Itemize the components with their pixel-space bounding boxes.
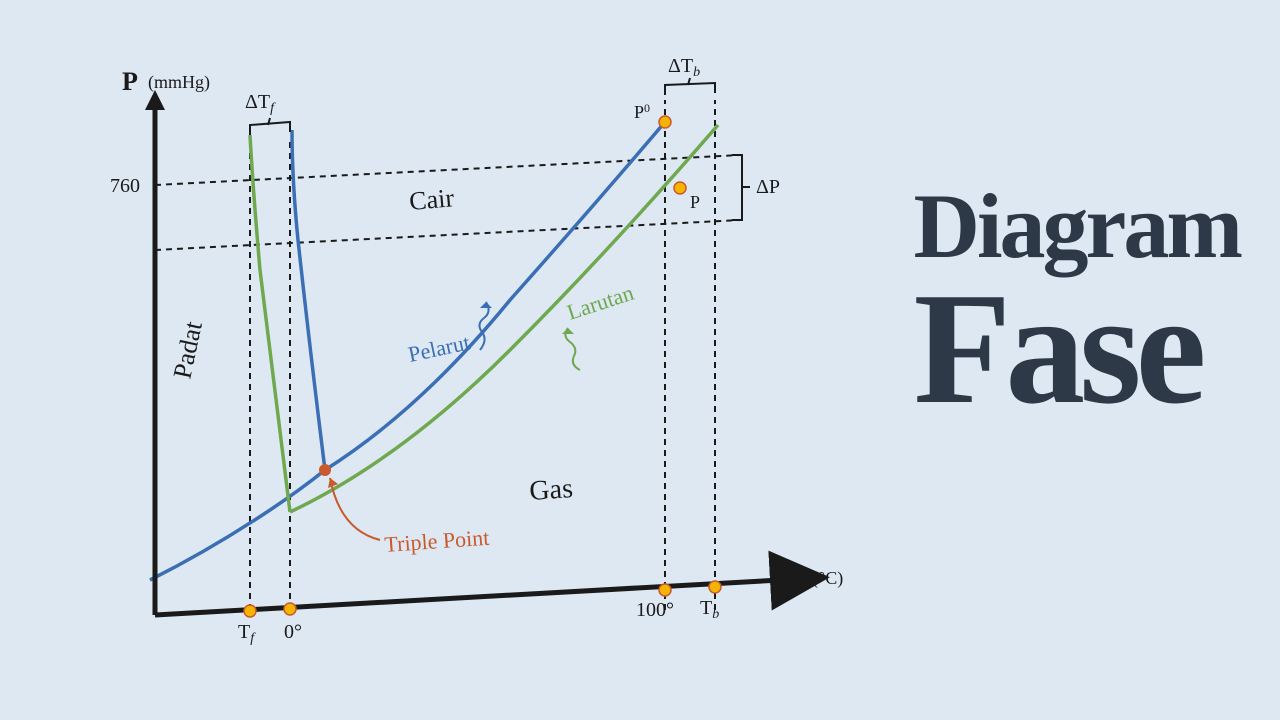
x-axis-label: T	[792, 563, 809, 592]
Tf-point	[244, 605, 256, 617]
region-gas: Gas	[528, 473, 574, 507]
region-solid: Padat	[168, 318, 209, 381]
dP-bracket	[732, 155, 742, 220]
x-tick-Tb: Tb	[700, 597, 719, 622]
P0-point	[659, 116, 671, 128]
dTf-label: ΔTf	[245, 91, 276, 116]
P-label: P	[690, 192, 700, 212]
solution-vapor-curve	[290, 125, 718, 512]
P-point	[674, 182, 686, 194]
solvent-fusion-curve	[292, 130, 325, 470]
Tb-point	[709, 581, 721, 593]
y-axis-unit: (mmHg)	[148, 72, 210, 93]
dTb-bracket	[665, 83, 715, 95]
dTf-bracket	[250, 122, 290, 135]
dP-label: ΔP	[756, 176, 780, 198]
x-axis-unit: (°C)	[812, 568, 843, 589]
y-axis-label: P	[122, 67, 138, 96]
x-tick-100: 100°	[636, 599, 674, 621]
title-line2: Fase	[914, 272, 1240, 424]
phase-diagram: P (mmHg) 760 T (°C) Tf 0° 100° Tb ΔTf ΔT…	[40, 40, 860, 680]
x-tick-0: 0°	[284, 621, 302, 643]
y-axis-arrow	[145, 90, 165, 110]
solvent-sublimation-curve	[150, 470, 325, 580]
dTb-label: ΔTb	[668, 55, 700, 80]
P0-label: P0	[634, 101, 650, 122]
title-block: Diagram Fase	[914, 180, 1240, 424]
dash-lower-line	[155, 220, 740, 250]
zero-point	[284, 603, 296, 615]
region-liquid: Cair	[408, 183, 455, 216]
solvent-label: Pelarut	[406, 329, 472, 366]
x-tick-Tf: Tf	[238, 621, 256, 646]
solution-label: Larutan	[564, 280, 637, 325]
triple-point-label: Triple Point	[384, 525, 490, 557]
solution-fusion-curve	[250, 135, 290, 512]
triple-point-dot	[319, 464, 331, 476]
y-tick-760: 760	[110, 175, 140, 197]
larutan-arrow	[565, 328, 580, 370]
hundred-point	[659, 584, 671, 596]
dash-760-line	[155, 155, 740, 185]
